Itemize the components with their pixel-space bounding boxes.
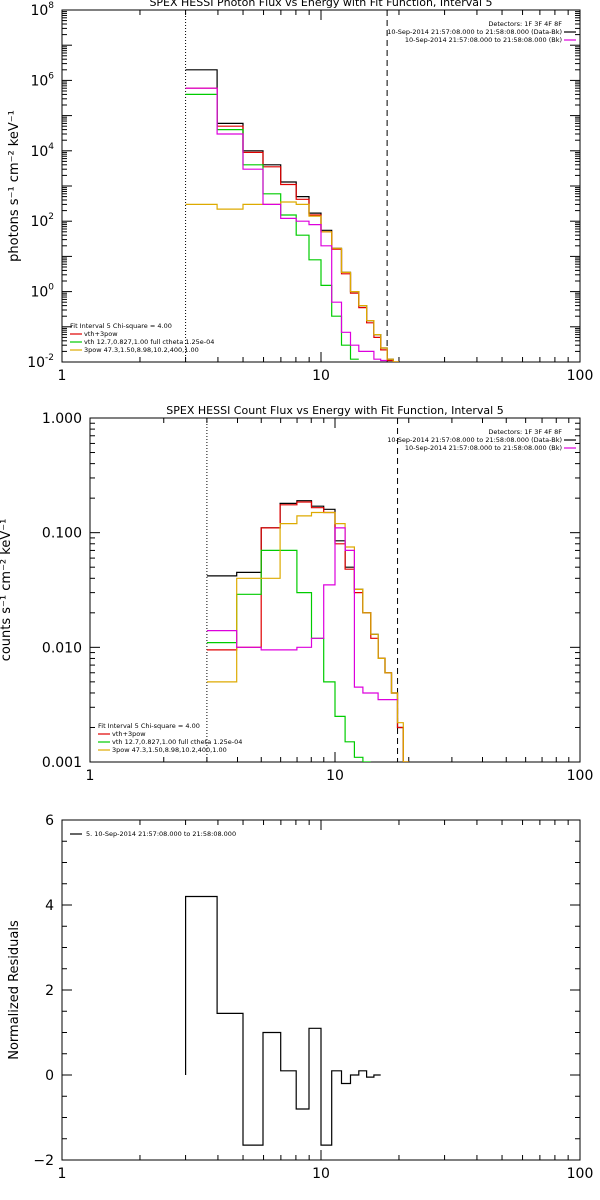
panels: SPEX HESSI Photon Flux vs Energy with Fi…	[0, 0, 593, 1182]
legend-top-entry: 5. 10-Sep-2014 21:57:08.000 to 21:58:08.…	[86, 830, 236, 838]
y-tick-label: 0.100	[42, 526, 82, 542]
x-tick-label: 100	[567, 368, 594, 384]
chart-count: SPEX HESSI Count Flux vs Energy with Fit…	[0, 404, 593, 784]
y-tick-label: 108	[30, 1, 54, 19]
x-tick-label: 10	[312, 368, 330, 384]
x-tick-label: 1	[58, 368, 67, 384]
series-resid	[185, 895, 381, 1146]
x-tick-label: 10	[326, 768, 344, 784]
y-axis-label: Normalized Residuals	[7, 920, 22, 1060]
chart-photon: SPEX HESSI Photon Flux vs Energy with Fi…	[7, 0, 593, 384]
legend-right-entry: 10-Sep-2014 21:57:08.000 to 21:58:08.000…	[387, 436, 562, 444]
y-axis-label: counts s⁻¹ cm⁻² keV⁻¹	[0, 519, 14, 662]
y-tick-label: 10-2	[27, 353, 54, 371]
series-group	[206, 500, 409, 762]
chart-title: SPEX HESSI Count Flux vs Energy with Fit…	[166, 404, 503, 417]
x-tick-label: 10	[312, 1166, 330, 1182]
chart-resid: 1 10 100 −2 0 2 4 6 Normalized Residuals 5. 10-Se…	[7, 813, 593, 1182]
legend-left-entry: vth 12.7,0.827,1.00 full ctheta 1.25e-04	[112, 738, 242, 746]
legend-left-entry: vth 12.7,0.827,1.00 full ctheta 1.25e-04	[84, 338, 214, 346]
y-tick-label: 106	[30, 71, 54, 89]
y-tick-label: 0	[45, 1068, 54, 1084]
y-tick-label: 1.000	[42, 411, 82, 427]
y-tick-label: 2	[45, 983, 54, 999]
y-tick-label: −2	[33, 1153, 54, 1169]
legend-left-entry: vth+3pow	[112, 730, 146, 738]
y-tick-exponent: 2	[48, 212, 54, 222]
y-tick-label: 100	[30, 283, 54, 301]
y-tick-label: 102	[30, 212, 54, 230]
y-tick-label: 4	[45, 898, 54, 914]
y-tick-label: 6	[45, 813, 54, 829]
x-tick-label: 100	[567, 768, 594, 784]
y-tick-base: 10	[30, 73, 48, 89]
y-tick-label: 0.010	[42, 640, 82, 656]
series-data	[206, 527, 398, 701]
legend-right-entry: 10-Sep-2014 21:57:08.000 to 21:58:08.000…	[387, 28, 562, 36]
series-group	[185, 895, 381, 1146]
series-group	[185, 69, 399, 362]
series-data	[185, 87, 388, 362]
y-tick-label: 0.001	[42, 755, 82, 771]
x-tick-label: 100	[567, 1166, 594, 1182]
legend-right-entry: Detectors: 1F 3F 4F 8F	[488, 20, 562, 28]
legend-left-entry: 3pow 47.3,1.50,8.98,10.2,400,1.00	[112, 746, 227, 754]
y-tick-exponent: 8	[48, 1, 54, 11]
y-tick-base: 10	[30, 3, 48, 19]
y-tick-base: 10	[27, 355, 45, 371]
y-tick-exponent: 6	[48, 71, 54, 81]
y-tick-base: 10	[30, 214, 48, 230]
y-tick-exponent: 0	[48, 283, 54, 293]
y-tick-exponent: -2	[45, 353, 54, 363]
x-tick-label: 1	[86, 768, 95, 784]
legend-right-entry: 10-Sep-2014 21:57:08.000 to 21:58:08.000…	[405, 36, 562, 44]
legend-right-entry: Detectors: 1F 3F 4F 8F	[488, 428, 562, 436]
y-tick-exponent: 4	[48, 142, 54, 152]
y-axis-label: photons s⁻¹ cm⁻² keV⁻¹	[7, 110, 22, 262]
legend-left-entry: 3pow 47.3,1.50,8.98,10.2,400,1.00	[84, 346, 199, 354]
y-tick-base: 10	[30, 144, 48, 160]
x-tick-label: 1	[58, 1166, 67, 1182]
y-tick-base: 10	[30, 285, 48, 301]
y-tick-label: 104	[30, 142, 54, 160]
legend-left-entry: Fit Interval 5 Chi-square = 4.00	[70, 322, 172, 330]
legend-right-entry: 10-Sep-2014 21:57:08.000 to 21:58:08.000…	[405, 444, 562, 452]
chart-title: SPEX HESSI Photon Flux vs Energy with Fi…	[149, 0, 492, 9]
legend-left-entry: Fit Interval 5 Chi-square = 4.00	[98, 722, 200, 730]
legend-left-entry: vth+3pow	[84, 330, 118, 338]
